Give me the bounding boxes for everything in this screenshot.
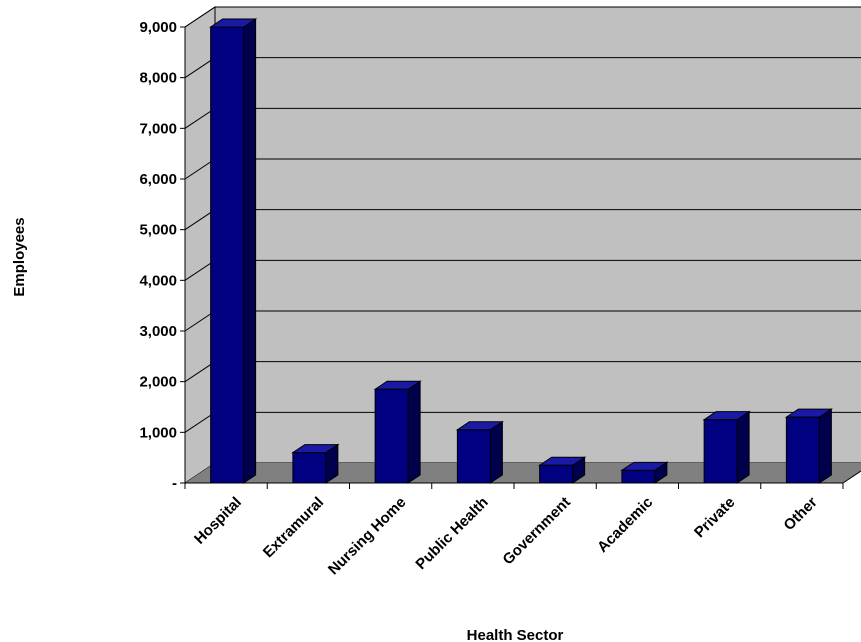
bar-front	[374, 388, 409, 484]
bar-front	[785, 416, 820, 484]
bar-front	[292, 452, 327, 484]
bar	[784, 408, 834, 484]
x-tick-label: Extramural	[260, 494, 327, 561]
bar	[455, 420, 505, 484]
bar-front	[703, 419, 738, 484]
bar-front	[621, 469, 656, 484]
y-tick-label: 3,000	[139, 323, 177, 340]
bar-front	[456, 429, 491, 484]
x-tick-label: Government	[499, 494, 574, 569]
bar-side	[243, 18, 257, 484]
gridline	[184, 6, 861, 28]
bar-side	[818, 408, 832, 484]
chart-walls	[184, 6, 861, 484]
y-tick-label: 5,000	[139, 222, 177, 239]
x-tick-label: Other	[780, 494, 820, 534]
bar-side	[489, 420, 503, 484]
x-tick-label: Nursing Home	[325, 494, 410, 579]
back-wall	[214, 6, 861, 464]
y-tick-label: 1,000	[139, 424, 177, 441]
y-tick-label: 7,000	[139, 120, 177, 137]
bar	[291, 443, 340, 484]
bar-side	[407, 380, 421, 484]
y-tick-label: 8,000	[139, 70, 177, 87]
bar	[620, 461, 669, 484]
bar	[208, 18, 258, 484]
y-tick-label: -	[172, 475, 177, 492]
y-tick-label: 9,000	[139, 19, 177, 36]
x-tick-label: Academic	[594, 494, 656, 556]
x-tick-label: Hospital	[191, 494, 245, 548]
bar-front	[539, 464, 574, 484]
x-tick-label: Private	[691, 494, 738, 541]
y-axis-title: Employees	[11, 217, 28, 296]
bar	[537, 456, 587, 484]
x-tick-label: Public Health	[412, 494, 491, 573]
y-tick-label: 4,000	[139, 272, 177, 289]
x-axis-title: Health Sector	[467, 627, 564, 642]
y-tick-label: 6,000	[139, 171, 177, 188]
y-tick-label: 2,000	[139, 374, 177, 391]
bar	[373, 380, 422, 484]
bars	[208, 18, 834, 484]
bar-side	[736, 410, 750, 484]
x-axis-depth-line	[842, 470, 861, 484]
bar-front	[210, 26, 245, 484]
bar	[702, 410, 751, 484]
floor	[185, 463, 861, 483]
y-axis: - 1,000 2,000 3,000 4,000 5,000 6,000 7,000 8,00…	[139, 19, 186, 492]
